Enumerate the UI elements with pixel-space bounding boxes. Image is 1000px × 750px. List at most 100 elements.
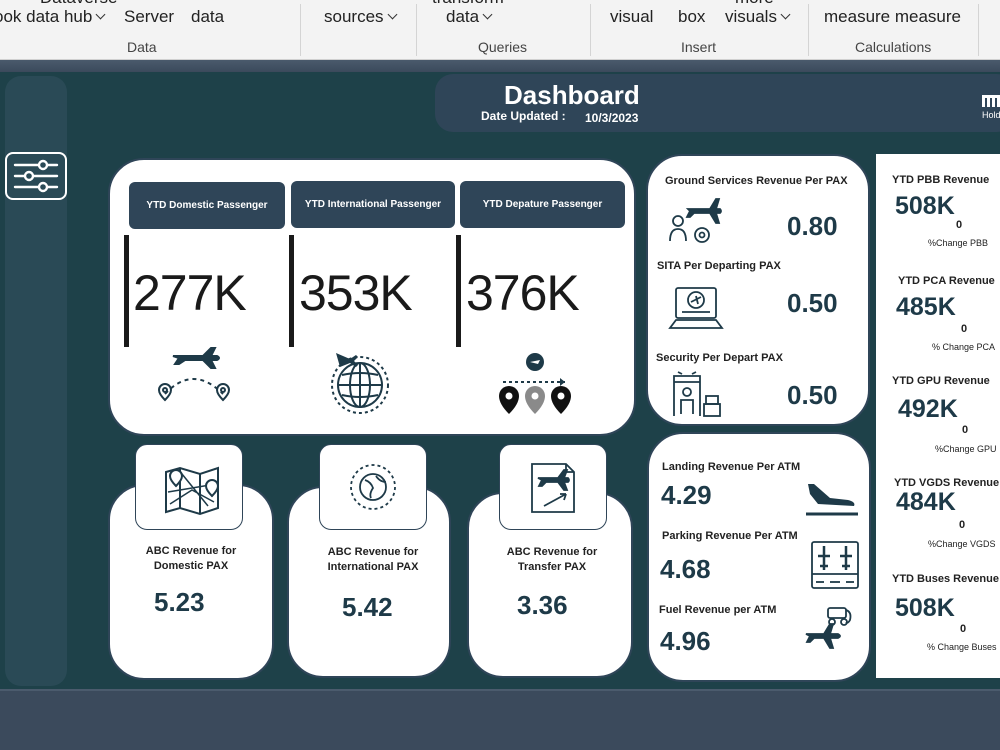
abc-international-value: 5.42: [342, 592, 393, 622]
ribbon-group-calculations: Calculations: [855, 39, 932, 55]
ytd-pca-change-value: 0: [961, 323, 968, 335]
parking-revenue-value: 4.68: [660, 554, 711, 584]
abc-domestic-value: 5.23: [154, 587, 205, 617]
kpi-header-label: YTD Domestic Passenger: [146, 200, 268, 211]
ytd-revenue-card: [876, 154, 1000, 678]
plane-route-icon: [157, 347, 231, 402]
ribbon-shadow: [0, 60, 1000, 72]
map-pins-icon: [499, 353, 571, 414]
ribbon-new-visual-button[interactable]: visual: [610, 7, 654, 26]
label-line: Domestic PAX: [153, 560, 229, 572]
ytd-buses-value: 508K: [895, 594, 955, 622]
ytd-vgds-value: 484K: [896, 488, 956, 516]
ytd-departure-passenger-value: 376K: [466, 265, 580, 321]
company-logo-text: Hold: [982, 110, 1000, 120]
ytd-departure-passenger-header: YTD Depature Passenger: [460, 181, 625, 228]
abc-international-label: ABC Revenue for International PAX: [297, 545, 449, 575]
label-line: Transfer PAX: [517, 561, 587, 573]
accent-bar: [124, 235, 129, 347]
ribbon-enter-data-button[interactable]: data: [191, 7, 225, 26]
ribbon-group-data: Data: [127, 39, 157, 55]
ribbon-item-label: data: [446, 7, 480, 26]
globe-icon: [331, 353, 389, 414]
ribbon-separator: [808, 4, 809, 56]
ribbon-item-label: ook data hub: [0, 7, 93, 26]
ribbon-onelake-top-label: Dataverse: [40, 0, 117, 10]
ytd-gpu-change-label: %Change GPU: [935, 444, 997, 454]
ytd-gpu-value: 492K: [898, 395, 958, 423]
ribbon-separator: [590, 4, 591, 56]
chevron-down-icon: [482, 9, 493, 20]
ground-services-icon: [669, 198, 722, 243]
fuel-revenue-value: 4.96: [660, 626, 711, 656]
ground-services-label: Ground Services Revenue Per PAX: [665, 175, 848, 187]
date-updated-label: Date Updated :: [481, 109, 566, 123]
abc-domestic-label: ABC Revenue for Domestic PAX: [118, 544, 264, 574]
label-line: ABC Revenue for: [145, 545, 237, 557]
fuel-revenue-label: Fuel Revenue per ATM: [659, 604, 777, 616]
sita-value: 0.50: [787, 288, 838, 318]
ytd-buses-change-label: % Change Buses: [927, 642, 997, 652]
ytd-international-passenger-header: YTD International Passenger: [291, 181, 455, 228]
ground-services-value: 0.80: [787, 211, 838, 241]
ribbon-recent-sources-button[interactable]: sources: [324, 5, 397, 29]
per-pax-card: [646, 154, 870, 426]
company-logo-icon: [982, 95, 1000, 107]
landing-icon: [806, 484, 858, 516]
chevron-down-icon: [780, 9, 791, 20]
abc-domestic-icon-box: [135, 444, 243, 530]
header-banner: [435, 74, 1000, 132]
kpi-header-label: YTD Depature Passenger: [482, 199, 603, 210]
parking-icon: [811, 541, 859, 589]
security-label: Security Per Depart PAX: [656, 352, 783, 364]
ytd-pca-value: 485K: [896, 293, 956, 321]
label-line: International PAX: [327, 561, 419, 573]
landing-revenue-label: Landing Revenue Per ATM: [662, 461, 801, 473]
ribbon-item-label: visuals: [725, 7, 777, 26]
security-gate-icon: [673, 371, 721, 417]
ribbon-transform-data-button[interactable]: data: [446, 5, 493, 29]
sliders-icon: [13, 159, 59, 193]
ribbon-onelake-data-hub-button[interactable]: ook data hub: [0, 5, 106, 29]
accent-bar: [289, 235, 294, 347]
ytd-pbb-change-label: %Change PBB: [928, 238, 989, 248]
kpi-header-label: YTD International Passenger: [304, 199, 442, 210]
globe-ring-icon: [350, 464, 396, 510]
page-tabs-bar: [0, 689, 1000, 750]
ribbon-separator: [978, 4, 979, 56]
ytd-buses-label: YTD Buses Revenue: [892, 573, 999, 585]
ytd-buses-change-value: 0: [960, 623, 967, 635]
laptop-plane-icon: [668, 287, 724, 329]
ytd-pbb-change-value: 0: [956, 219, 963, 231]
ytd-gpu-change-value: 0: [962, 424, 969, 436]
ribbon-new-measure-button[interactable]: measure measure: [824, 7, 962, 26]
ribbon-more-visuals-button[interactable]: visuals: [725, 5, 791, 29]
ribbon-item-label: sources: [324, 7, 384, 26]
ytd-pbb-value: 508K: [895, 192, 955, 220]
ribbon-group-queries: Queries: [478, 39, 528, 55]
ytd-vgds-label: YTD VGDS Revenue: [894, 477, 1000, 489]
ytd-pbb-label: YTD PBB Revenue: [892, 174, 990, 186]
ribbon-text-box-button[interactable]: box: [678, 7, 706, 26]
ytd-vgds-change-label: %Change VGDS: [928, 539, 996, 549]
abc-transfer-value: 3.36: [517, 590, 568, 620]
map-icon: [165, 466, 220, 516]
accent-bar: [456, 235, 461, 347]
transfer-doc-icon: [531, 463, 575, 513]
chevron-down-icon: [95, 9, 106, 20]
page-title: Dashboard: [504, 80, 640, 110]
abc-transfer-icon-box: [499, 444, 607, 530]
filter-sliders-button[interactable]: [5, 152, 67, 200]
sita-label: SITA Per Departing PAX: [657, 260, 781, 272]
landing-revenue-value: 4.29: [661, 480, 712, 510]
ytd-domestic-passenger-header: YTD Domestic Passenger: [129, 182, 285, 229]
ribbon-sql-server-button[interactable]: Server: [124, 7, 175, 26]
ytd-gpu-label: YTD GPU Revenue: [892, 375, 990, 387]
abc-transfer-label: ABC Revenue for Transfer PAX: [477, 545, 627, 575]
label-line: ABC Revenue for: [327, 546, 419, 558]
date-updated-value: 10/3/2023: [585, 111, 639, 125]
label-line: ABC Revenue for: [506, 546, 598, 558]
ribbon-separator: [416, 4, 417, 56]
ytd-domestic-passenger-value: 277K: [133, 265, 247, 321]
per-atm-card: [647, 432, 871, 682]
